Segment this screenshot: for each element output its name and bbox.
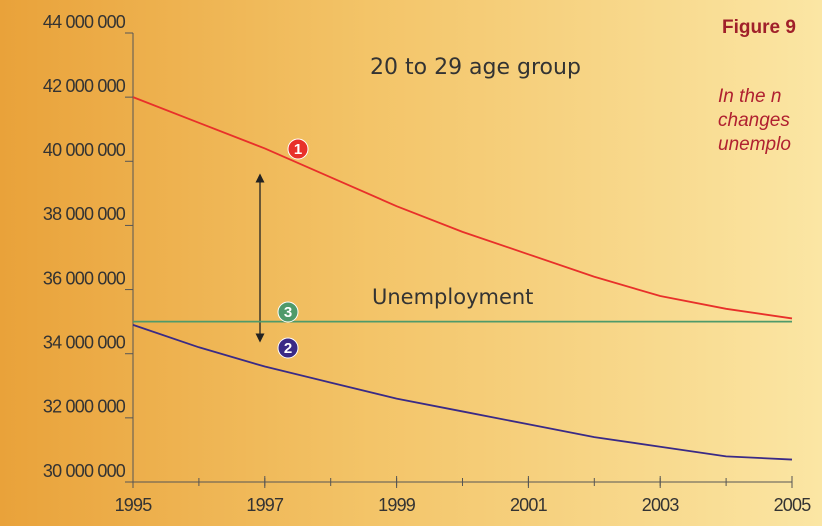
y-tick-label: 30 000 000: [43, 461, 126, 481]
y-tick-label: 42 000 000: [43, 76, 126, 96]
y-tick-label: 38 000 000: [43, 204, 126, 224]
x-tick-label: 1995: [115, 495, 153, 515]
annotation: Unemployment: [372, 285, 533, 309]
x-tick-label: 1999: [378, 495, 416, 515]
y-tick-label: 32 000 000: [43, 397, 126, 417]
side-text: changes: [718, 110, 790, 131]
y-tick-label: 36 000 000: [43, 268, 126, 288]
legend-label: 1: [294, 141, 302, 158]
legend-label: 3: [284, 304, 292, 321]
x-tick-label: 2003: [642, 495, 680, 515]
figure-heading: Figure 9: [722, 17, 796, 38]
y-tick-label: 44 000 000: [43, 12, 126, 32]
series-line: [132, 323, 793, 461]
x-tick-label: 2001: [510, 495, 548, 515]
series-badge: [277, 337, 299, 359]
series-line: [132, 96, 793, 320]
y-tick-label: 40 000 000: [43, 140, 126, 160]
legend-label: 2: [284, 340, 292, 357]
chart-title: 20 to 29 age group: [370, 55, 581, 80]
side-text: In the n: [718, 86, 781, 107]
side-text: unemplo: [718, 134, 791, 155]
series-badge: [277, 301, 299, 323]
x-tick-label: 2005: [774, 495, 812, 515]
y-tick-label: 34 000 000: [43, 332, 126, 352]
series-badge: [287, 138, 309, 160]
x-tick-label: 1997: [246, 495, 284, 515]
